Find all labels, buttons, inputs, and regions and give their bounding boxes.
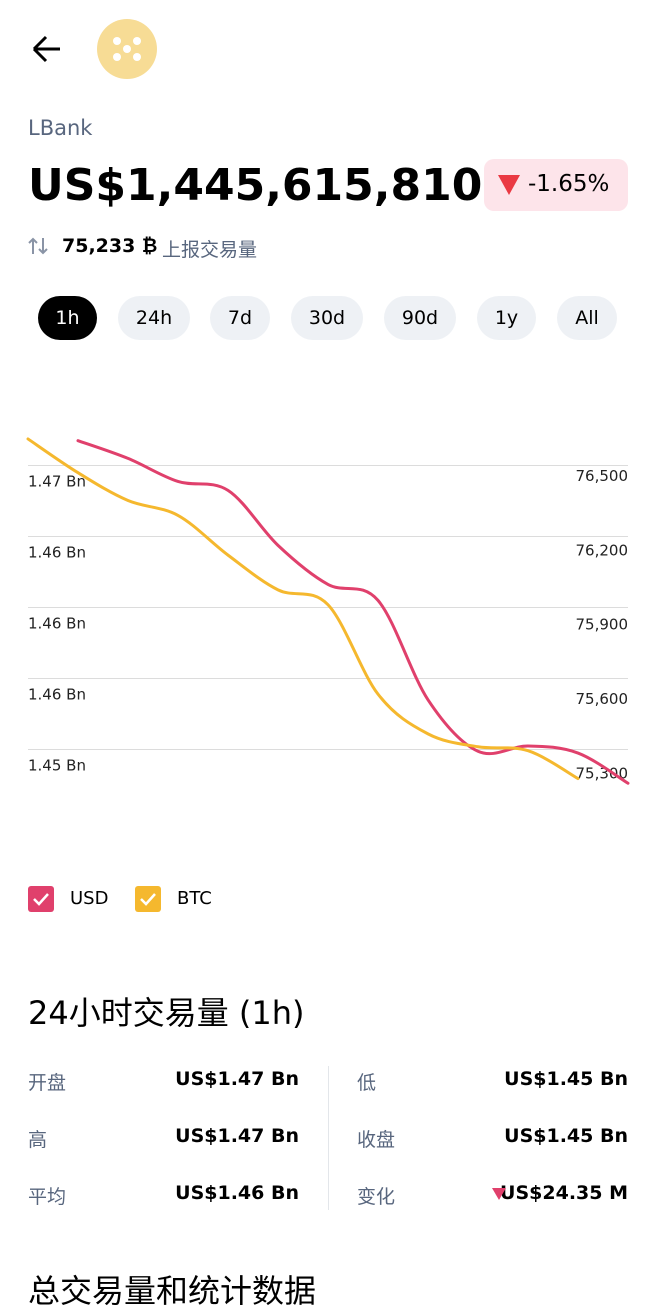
chart: 1.47 Bn 1.46 Bn 1.46 Bn 1.46 Bn 1.45 Bn 76,50… <box>26 437 630 785</box>
tab[interactable]: All <box>557 296 617 340</box>
section-title: 24小时交易量 (1h) <box>28 994 305 1032</box>
legend-label: USD <box>70 888 109 909</box>
stat-value: US$1.47 Bn <box>175 1068 299 1090</box>
stat-label: 高 <box>28 1129 48 1151</box>
stat-label: 开盘 <box>28 1072 67 1094</box>
volume: 75,233 ₿ <box>62 235 158 257</box>
volume-label: 上报交易量 <box>162 239 258 261</box>
y2-tick-label: 75,900 <box>576 616 629 634</box>
back-arrow[interactable] <box>28 30 68 70</box>
exchange-logo <box>97 19 157 79</box>
section-title: 总交易量和统计数据 <box>28 1272 317 1310</box>
y2-tick-label: 76,500 <box>576 467 629 485</box>
series-line <box>76 439 630 785</box>
stat-label: 平均 <box>28 1186 67 1208</box>
stat-label: 收盘 <box>357 1129 396 1151</box>
legend-checkbox[interactable] <box>28 886 54 912</box>
tab[interactable]: 30d <box>291 296 363 340</box>
legend-label: BTC <box>177 888 212 909</box>
screen: LBank US$1,445,615,810 -1.65% 75,233 ₿ 上… <box>26 19 630 1310</box>
tab[interactable]: 1h <box>38 296 97 340</box>
y2-tick-label: 76,200 <box>576 541 629 559</box>
y2-tick-label: 75,300 <box>576 765 629 783</box>
legend-checkbox[interactable] <box>135 886 161 912</box>
change-value: -1.65% <box>528 171 610 197</box>
stat-label: 变化 <box>357 1186 396 1208</box>
tab[interactable]: 24h <box>118 296 190 340</box>
stat-value: US$1.47 Bn <box>175 1125 299 1147</box>
y2-tick-label: 75,600 <box>576 690 629 708</box>
price: US$1,445,615,810 <box>28 160 483 211</box>
divider <box>328 1066 329 1210</box>
legend: USD BTC <box>28 885 628 915</box>
y-tick-label: 1.46 Bn <box>28 615 86 633</box>
tab[interactable]: 90d <box>384 296 456 340</box>
stat-value: US$1.45 Bn <box>504 1125 628 1147</box>
series-line <box>26 437 580 781</box>
tab[interactable]: 7d <box>210 296 270 340</box>
y-tick-label: 1.46 Bn <box>28 686 86 704</box>
y-tick-label: 1.46 Bn <box>28 544 86 562</box>
stat-value: US$1.46 Bn <box>175 1182 299 1204</box>
stat-value: US$1.45 Bn <box>504 1068 628 1090</box>
tab[interactable]: 1y <box>477 296 536 340</box>
y-tick-label: 1.47 Bn <box>28 473 86 491</box>
down-triangle <box>498 175 520 195</box>
down-triangle <box>492 1188 506 1200</box>
change-badge: -1.65% <box>484 159 628 211</box>
stat-value: US$24.35 M <box>500 1182 628 1204</box>
exchange-name: LBank <box>28 116 93 140</box>
y-tick-label: 1.45 Bn <box>28 757 86 775</box>
stat-label: 低 <box>357 1072 377 1094</box>
swap-icon <box>28 237 48 255</box>
